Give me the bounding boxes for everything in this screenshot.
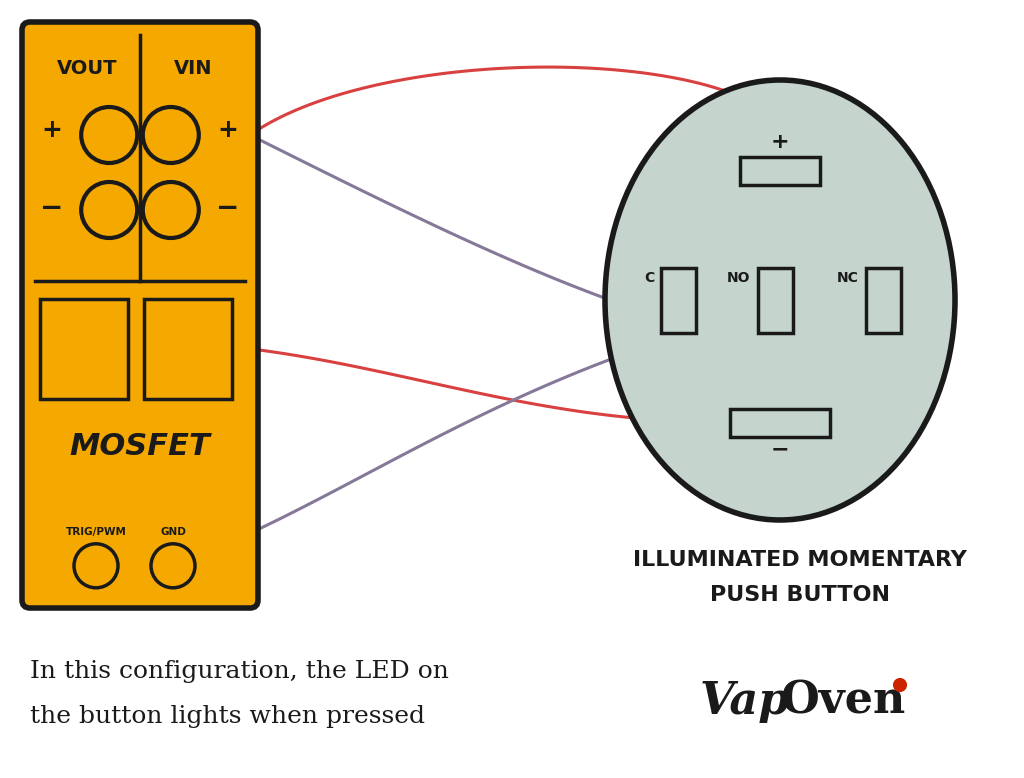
Text: NO: NO	[727, 271, 751, 285]
Circle shape	[81, 182, 137, 238]
Circle shape	[74, 544, 118, 588]
Text: the button lights when pressed: the button lights when pressed	[30, 705, 425, 728]
Bar	[740, 157, 820, 185]
Bar	[662, 268, 696, 333]
Text: PUSH BUTTON: PUSH BUTTON	[710, 585, 890, 605]
Bar	[40, 299, 128, 399]
Text: −: −	[40, 194, 63, 222]
Text: GND: GND	[160, 527, 186, 537]
Text: VOUT: VOUT	[57, 58, 118, 78]
Text: In this configuration, the LED on: In this configuration, the LED on	[30, 660, 449, 683]
Text: +: +	[217, 118, 239, 142]
Bar	[758, 268, 793, 333]
Text: ILLUMINATED MOMENTARY: ILLUMINATED MOMENTARY	[633, 550, 967, 570]
Text: +: +	[42, 118, 62, 142]
Circle shape	[894, 679, 906, 691]
Text: MOSFET: MOSFET	[70, 432, 210, 461]
Text: VIN: VIN	[173, 58, 212, 78]
Circle shape	[142, 182, 199, 238]
Text: C: C	[644, 271, 654, 285]
Text: TRIG/PWM: TRIG/PWM	[66, 527, 126, 537]
Bar	[866, 268, 901, 333]
Text: −: −	[216, 194, 240, 222]
Ellipse shape	[605, 80, 955, 520]
Circle shape	[151, 544, 195, 588]
Bar	[144, 299, 232, 399]
Circle shape	[142, 107, 199, 163]
Text: NC: NC	[838, 271, 859, 285]
Text: Oven: Oven	[780, 680, 905, 723]
Text: +: +	[771, 132, 790, 152]
Text: −: −	[771, 439, 790, 459]
Bar	[730, 409, 830, 437]
FancyBboxPatch shape	[22, 22, 258, 608]
Circle shape	[81, 107, 137, 163]
Text: Vap: Vap	[700, 680, 791, 723]
